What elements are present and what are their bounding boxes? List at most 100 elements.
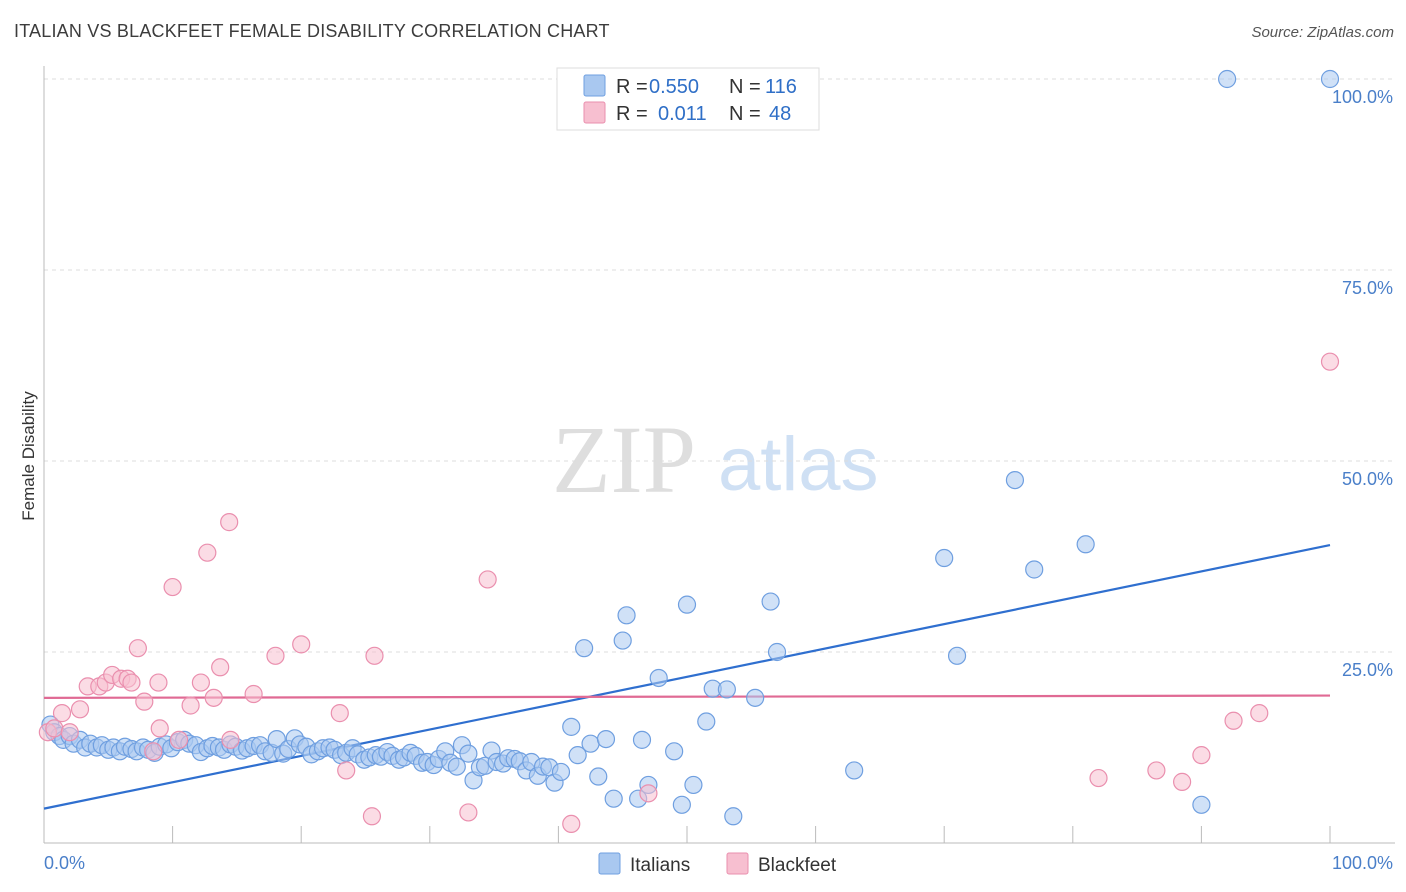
axes [43, 66, 1395, 844]
data-point-blackfeet [128, 639, 147, 658]
y-tick-label: 75.0% [1342, 278, 1393, 298]
data-point-blackfeet [144, 742, 163, 761]
data-point-blackfeet [135, 692, 154, 711]
data-point-italians [581, 734, 600, 753]
y-tick-label: 50.0% [1342, 469, 1393, 489]
legend-n-value-blackfeet: 48 [769, 103, 791, 125]
data-point-italians [1320, 69, 1340, 89]
data-point-italians [1192, 795, 1211, 814]
data-point-blackfeet [459, 803, 478, 822]
legend-r-value-italians: 0.550 [649, 76, 699, 98]
data-point-blackfeet [150, 719, 169, 738]
trend-line-blackfeet [43, 694, 1331, 699]
bottom-legend-swatch-blackfeet [726, 852, 749, 875]
legend-swatch-italians [583, 74, 606, 97]
data-point-italians [717, 680, 736, 699]
legend-n-label-blackfeet: N = [729, 103, 761, 125]
bottom-legend-label-italians: Italians [630, 855, 690, 876]
data-point-italians [1025, 560, 1044, 579]
data-point-blackfeet [191, 673, 210, 692]
data-point-blackfeet [330, 704, 349, 723]
data-point-italians [1076, 535, 1095, 554]
tick-labels: 25.0% 50.0% 75.0% 100.0% 0.0% 100.0% [44, 87, 1393, 873]
x-tick-label: 100.0% [1332, 853, 1393, 873]
data-point-blackfeet [1147, 761, 1166, 780]
data-point-blackfeet [122, 673, 141, 692]
data-point-blackfeet [1250, 704, 1269, 723]
data-point-blackfeet [562, 814, 581, 834]
legend-r-value-blackfeet: 0.011 [658, 103, 707, 125]
data-points [38, 69, 1340, 834]
legend-r-label-italians: R = [616, 76, 648, 98]
data-point-italians [551, 762, 571, 782]
data-point-italians [575, 639, 594, 658]
data-point-blackfeet [266, 646, 285, 665]
data-point-italians [845, 761, 864, 780]
y-axis-label: Female Disability [19, 391, 38, 521]
bottom-legend-swatch-italians [598, 852, 621, 875]
data-point-italians [767, 642, 787, 662]
watermark-zip: ZIP [552, 406, 696, 513]
source-credit: Source: ZipAtlas.com [1251, 24, 1394, 41]
data-point-blackfeet [1173, 772, 1192, 791]
data-point-blackfeet [1089, 768, 1108, 788]
data-point-italians [697, 712, 716, 731]
y-tick-label: 100.0% [1332, 87, 1393, 107]
data-point-italians [746, 688, 765, 707]
legend-n-label-italians: N = [729, 76, 761, 98]
data-point-blackfeet [1320, 352, 1340, 371]
data-point-blackfeet [204, 688, 223, 707]
data-point-blackfeet [478, 570, 497, 589]
data-point-blackfeet [365, 646, 384, 665]
data-point-italians [596, 729, 616, 749]
data-point-italians [665, 742, 684, 761]
data-point-blackfeet [1224, 711, 1243, 730]
data-point-italians [562, 717, 581, 736]
data-point-blackfeet [639, 784, 658, 803]
data-point-italians [613, 631, 632, 650]
data-point-italians [447, 757, 466, 776]
data-point-blackfeet [220, 513, 239, 532]
trend-lines [43, 543, 1331, 810]
bottom-legend-label-blackfeet: Blackfeet [758, 855, 837, 876]
data-point-blackfeet [211, 658, 230, 677]
data-point-blackfeet [45, 719, 64, 738]
legend-swatch-blackfeet [583, 101, 606, 124]
data-point-italians [1005, 471, 1025, 490]
series-legend: Italians Blackfeet [598, 852, 837, 876]
data-point-blackfeet [52, 704, 72, 723]
data-point-blackfeet [70, 700, 90, 719]
legend-n-value-italians: 116 [765, 76, 797, 98]
data-point-italians [761, 592, 780, 611]
data-point-blackfeet [181, 696, 200, 715]
data-point-blackfeet [198, 543, 217, 562]
chart-title: ITALIAN VS BLACKFEET FEMALE DISABILITY C… [14, 21, 610, 41]
data-point-italians [589, 767, 608, 786]
data-point-italians [649, 668, 668, 688]
series-blackfeet-points [38, 352, 1340, 834]
data-point-blackfeet [337, 761, 356, 780]
data-point-blackfeet [292, 635, 311, 654]
data-point-blackfeet [169, 730, 189, 749]
data-point-italians [684, 775, 703, 795]
watermark-atlas: atlas [718, 422, 879, 507]
data-point-blackfeet [244, 684, 263, 704]
data-point-blackfeet [1192, 746, 1211, 765]
data-point-italians [724, 807, 743, 826]
data-point-italians [672, 795, 691, 814]
data-point-blackfeet [163, 577, 182, 597]
data-point-italians [617, 606, 636, 625]
trend-line-italians [43, 543, 1331, 810]
data-point-italians [632, 730, 652, 749]
x-tick-label: 0.0% [44, 853, 85, 873]
data-point-italians [677, 595, 697, 614]
data-point-blackfeet [362, 807, 382, 826]
data-point-blackfeet [149, 673, 168, 692]
data-point-italians [459, 744, 478, 763]
data-point-blackfeet [60, 723, 79, 742]
data-point-italians [1218, 69, 1237, 89]
data-point-blackfeet [221, 730, 240, 749]
data-point-italians [935, 548, 954, 568]
data-point-italians [604, 789, 623, 808]
